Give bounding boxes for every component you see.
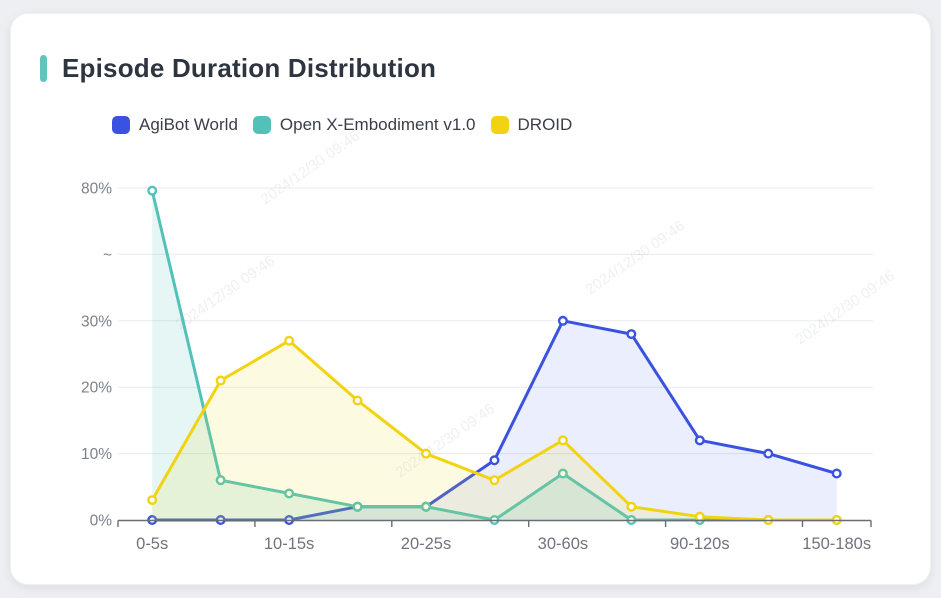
data-point[interactable] (763, 448, 774, 459)
y-axis-labels: 0% 10% 20% 30% ~80% (81, 181, 112, 530)
data-point[interactable] (284, 335, 295, 346)
title-accent-bar (40, 54, 47, 82)
legend-label: Open X-Embodiment v1.0 (279, 115, 476, 134)
data-point[interactable] (147, 495, 158, 506)
data-point[interactable] (557, 435, 568, 446)
chart-card (10, 13, 931, 585)
data-point[interactable] (489, 475, 500, 486)
x-tick-label: 10-15s (264, 535, 314, 553)
title-row: Episode Duration Distribution (40, 54, 436, 83)
data-point[interactable] (626, 329, 637, 340)
watermark-text: 2024/12/30 09:46 (583, 217, 688, 298)
data-point[interactable] (352, 395, 363, 406)
watermark-text: 2024/12/30 09:46 (793, 267, 898, 348)
watermark-text: 2024/12/30 09:46 (258, 127, 363, 208)
x-tick-label: 30-60s (538, 535, 588, 553)
legend-swatch-icon (112, 116, 130, 134)
legend-item-droid[interactable]: DROID (490, 115, 573, 135)
series-area (152, 340, 837, 520)
x-tick-label: 150-180s (802, 535, 871, 553)
data-point[interactable] (215, 475, 226, 486)
gridlines (118, 187, 873, 455)
series-droid (147, 335, 842, 526)
y-tick-label: 0% (90, 513, 113, 530)
y-tick-label: 20% (81, 380, 112, 397)
data-point[interactable] (352, 501, 363, 512)
legend-swatch-icon (490, 116, 509, 134)
y-tick-label: 80% (81, 181, 112, 198)
data-point[interactable] (557, 315, 568, 326)
x-axis (117, 519, 872, 527)
legend: AgiBot World Open X-Embodiment v1.0 DROI… (112, 115, 572, 135)
x-tick-label: 90-120s (670, 535, 730, 553)
data-point[interactable] (694, 435, 705, 446)
data-point[interactable] (626, 501, 637, 512)
legend-item-agibot-world[interactable]: AgiBot World (112, 115, 238, 135)
data-point[interactable] (489, 455, 500, 466)
data-point[interactable] (694, 511, 705, 522)
x-axis-labels: 0-5s 10-15s 20-25s 30-60s 90-120s 150-180s (136, 535, 871, 553)
legend-item-open-x-embodiment[interactable]: Open X-Embodiment v1.0 (252, 115, 476, 135)
data-point[interactable] (557, 468, 568, 479)
data-point[interactable] (831, 468, 842, 479)
y-tick-label: 10% (81, 446, 112, 463)
y-tick-label: ~ (103, 247, 112, 264)
x-tick-label: 20-25s (401, 535, 451, 553)
series-area (152, 190, 837, 520)
series-area (152, 320, 837, 520)
data-point[interactable] (421, 448, 432, 459)
data-point[interactable] (147, 185, 158, 196)
data-point[interactable] (215, 375, 226, 386)
page-title: Episode Duration Distribution (62, 53, 437, 83)
legend-label: DROID (517, 115, 573, 134)
data-point[interactable] (284, 488, 295, 499)
legend-swatch-icon (252, 116, 271, 134)
x-tick-label: 0-5s (136, 535, 168, 553)
data-point[interactable] (421, 501, 432, 512)
y-tick-label: 30% (81, 313, 112, 330)
legend-label: AgiBot World (139, 115, 238, 134)
